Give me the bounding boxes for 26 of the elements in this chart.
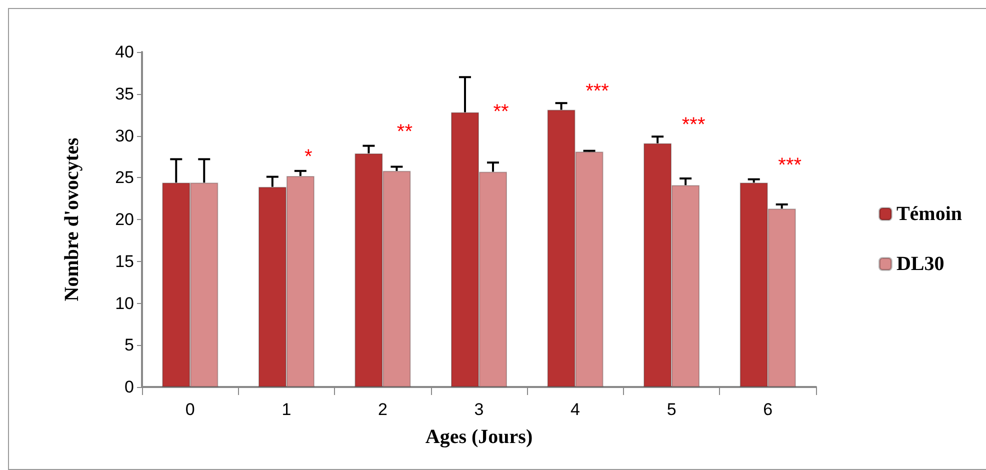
legend-label: DL30 — [896, 253, 944, 275]
legend-label: Témoin — [896, 203, 962, 225]
y-tick-label: 10 — [115, 294, 134, 313]
data-label: ** — [396, 120, 413, 143]
y-tick-label: 0 — [124, 378, 134, 396]
y-tick-label: 5 — [124, 336, 134, 355]
y-tick-label: 30 — [115, 126, 134, 146]
y-tick-label: 40 — [115, 42, 134, 62]
x-tick-label: 3 — [474, 400, 484, 419]
x-axis-title: Ages (Jours) — [425, 426, 533, 448]
x-tick-label: 4 — [570, 400, 580, 419]
x-tick-label: 1 — [282, 400, 292, 419]
x-tick-label: 2 — [378, 400, 388, 419]
x-tick-label: 5 — [666, 400, 676, 419]
y-tick-label: 35 — [115, 84, 134, 104]
data-label: *** — [682, 114, 706, 136]
y-tick-label: 15 — [115, 252, 134, 271]
x-tick-label: 6 — [763, 400, 773, 419]
y-tick-label: 25 — [115, 168, 134, 188]
data-label: *** — [778, 154, 802, 176]
y-axis-title: Nombre d'ovocytes — [61, 138, 83, 302]
y-tick-label: 20 — [115, 210, 134, 229]
data-label: *** — [586, 80, 610, 103]
data-label: * — [304, 146, 313, 168]
x-tick-label: 0 — [185, 400, 195, 419]
data-label: ** — [493, 100, 509, 123]
